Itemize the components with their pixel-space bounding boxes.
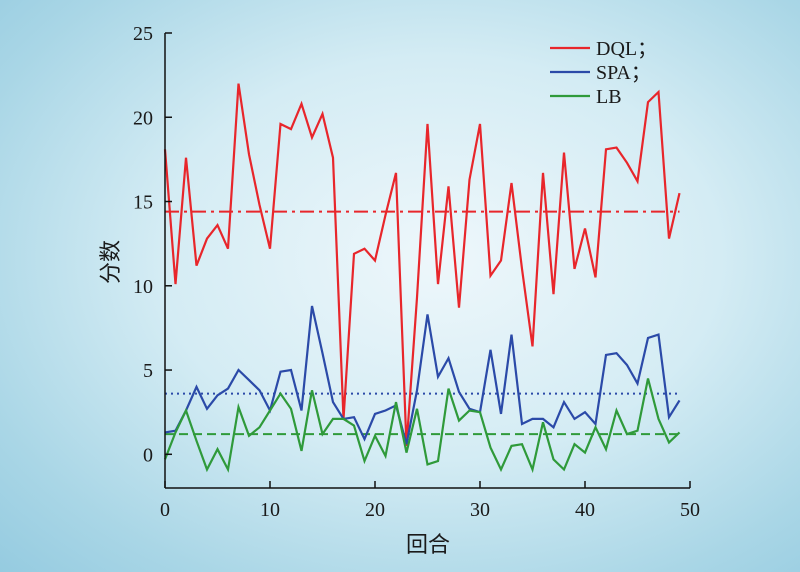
x-axis-title: 回合 xyxy=(406,532,450,557)
series-lines xyxy=(163,83,681,474)
series-line xyxy=(163,83,681,446)
x-ticks: 0 10 20 30 40 50 xyxy=(160,481,700,521)
y-tick-label: 5 xyxy=(143,360,153,382)
series-line xyxy=(163,378,681,474)
x-tick-label: 10 xyxy=(260,499,280,521)
x-tick-label: 50 xyxy=(680,499,700,521)
axes xyxy=(164,33,690,489)
y-axis-title: 分数 xyxy=(98,240,123,284)
series-line xyxy=(164,305,681,445)
y-ticks: 0 5 10 15 20 25 xyxy=(133,23,172,466)
reference-lines xyxy=(165,210,680,436)
legend-label: LB xyxy=(596,86,622,108)
y-tick-label: 10 xyxy=(133,276,153,298)
legend-label: SPA； xyxy=(596,62,651,84)
y-tick-label: 20 xyxy=(133,107,153,129)
x-tick-label: 0 xyxy=(160,499,170,521)
x-tick-label: 30 xyxy=(470,499,490,521)
legend: DQL；SPA；LB xyxy=(550,38,657,108)
x-tick-label: 20 xyxy=(365,499,385,521)
x-tick-label: 40 xyxy=(575,499,595,521)
y-tick-label: 0 xyxy=(143,444,153,466)
legend-label: DQL； xyxy=(596,38,657,60)
y-tick-label: 15 xyxy=(133,192,153,214)
y-tick-label: 25 xyxy=(133,23,153,45)
